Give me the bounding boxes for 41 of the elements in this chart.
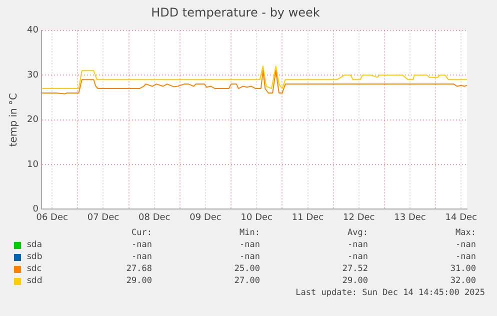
x-tick-label: 13 Dec [394, 212, 426, 223]
x-tick-label: 08 Dec [138, 212, 170, 223]
y-tick-label: 10 [27, 160, 39, 170]
text: -nan [454, 239, 476, 251]
x-tick-label: 12 Dec [343, 212, 375, 223]
text: -nan [238, 251, 260, 263]
text: Cur: [130, 227, 152, 239]
y-tick-label: 20 [27, 115, 39, 126]
x-tick-label: 09 Dec [190, 212, 222, 223]
text: Avg: [346, 227, 368, 239]
text: 31.00 [449, 263, 476, 275]
text: -nan [238, 239, 260, 251]
legend-label: sdc [27, 263, 42, 275]
text: 27.68 [125, 263, 152, 275]
y-axis-title: temp in °C [8, 92, 20, 147]
y-tick-label: 40 [27, 26, 39, 36]
x-tick-label: 07 Dec [87, 212, 120, 223]
x-tick-label: 06 Dec [36, 212, 68, 223]
text: 27.00 [233, 275, 260, 287]
text: -nan [346, 251, 368, 263]
text: -nan [346, 239, 368, 251]
x-tick-label: 11 Dec [292, 212, 324, 223]
y-tick-label: 0 [32, 204, 39, 215]
legend-label: sdd [27, 275, 44, 287]
chart-title: HDD temperature - by week [151, 5, 320, 20]
text: 29.00 [125, 275, 152, 287]
text: -nan [130, 251, 152, 263]
y-tick-label: 30 [27, 70, 39, 80]
text: -nan [454, 251, 476, 263]
legend-label: sda [27, 239, 44, 251]
text: 27.52 [341, 263, 368, 275]
text: Min: [238, 227, 260, 239]
text: Last update: Sun Dec 14 14:45:00 2025 [296, 288, 485, 298]
text: Max: [454, 227, 476, 239]
text: 25.00 [233, 263, 260, 275]
x-tick-label: 14 Dec [445, 212, 478, 223]
text: 32.00 [449, 275, 476, 287]
text: 29.00 [341, 275, 368, 287]
legend-label: sdb [27, 251, 44, 263]
text: -nan [130, 239, 152, 251]
x-tick-label: 10 Dec [240, 212, 273, 223]
